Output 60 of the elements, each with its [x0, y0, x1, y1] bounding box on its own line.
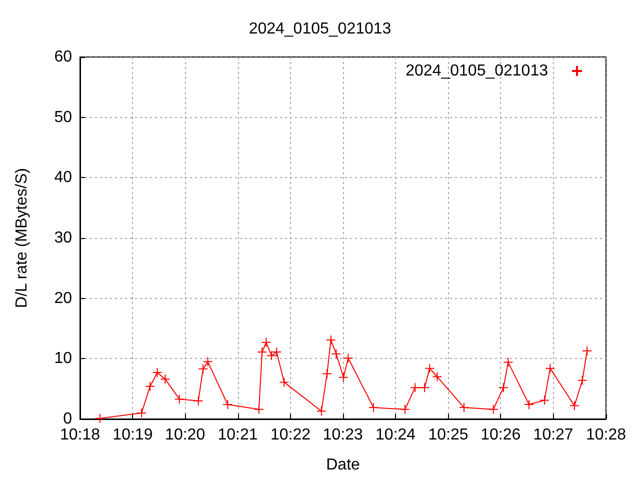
point: [488, 404, 498, 414]
point: [94, 413, 105, 424]
point: [266, 350, 277, 361]
point: [569, 400, 580, 411]
point: [136, 408, 147, 418]
point: [174, 394, 184, 404]
x-tick-label: 10:20: [165, 426, 206, 444]
point: [193, 396, 204, 406]
x-tick-label: 10:19: [112, 426, 153, 444]
point: [152, 368, 162, 378]
point: [524, 400, 534, 410]
point: [498, 382, 508, 393]
point: [198, 364, 208, 374]
y-tick-label: 50: [54, 108, 72, 126]
point: [322, 368, 332, 379]
point: [222, 400, 233, 410]
point: [160, 374, 170, 384]
point: [420, 382, 430, 393]
y-axis-title: D/L rate (MBytes/S): [14, 168, 30, 308]
point: [503, 357, 514, 368]
point: [432, 372, 442, 382]
point: [257, 347, 268, 358]
point: [254, 404, 264, 414]
x-tick-label: 10:22: [270, 426, 311, 444]
y-tick-label: 30: [54, 230, 72, 246]
point: [459, 402, 470, 413]
point: [539, 395, 550, 406]
point: [368, 402, 378, 413]
point: [577, 375, 588, 386]
x-tick-label: 10:21: [218, 426, 258, 444]
point: [279, 377, 290, 388]
x-tick-label: 10:18: [60, 426, 100, 444]
y-tick-label: 10: [54, 350, 72, 368]
chart-title: 2024_0105_021013: [248, 20, 392, 38]
x-tick-label: 10:24: [376, 426, 416, 444]
point: [202, 356, 213, 367]
point: [410, 382, 420, 393]
y-tick-label: 60: [54, 48, 72, 66]
point: [343, 353, 354, 364]
y-tick-label: 0: [63, 410, 72, 428]
point: [338, 372, 348, 382]
x-tick-label: 10:28: [586, 426, 626, 444]
point: [424, 363, 435, 374]
y-tick-label: 20: [54, 290, 72, 307]
point: [545, 363, 556, 374]
point: [400, 404, 410, 414]
x-tick-label: 10:23: [322, 426, 363, 444]
point: [145, 381, 156, 392]
point: [582, 346, 592, 356]
point: [272, 347, 282, 358]
y-tick-label: 40: [54, 169, 72, 186]
point: [316, 406, 326, 416]
x-tick-label: 10:27: [533, 426, 574, 444]
point: [261, 337, 272, 348]
x-axis-title: Date: [326, 456, 360, 474]
point: [326, 334, 336, 345]
point: [331, 348, 342, 359]
legend-label: 2024_0105_021013: [406, 62, 548, 80]
x-tick-label: 10:26: [480, 426, 521, 444]
x-tick-label: 10:25: [428, 426, 468, 444]
